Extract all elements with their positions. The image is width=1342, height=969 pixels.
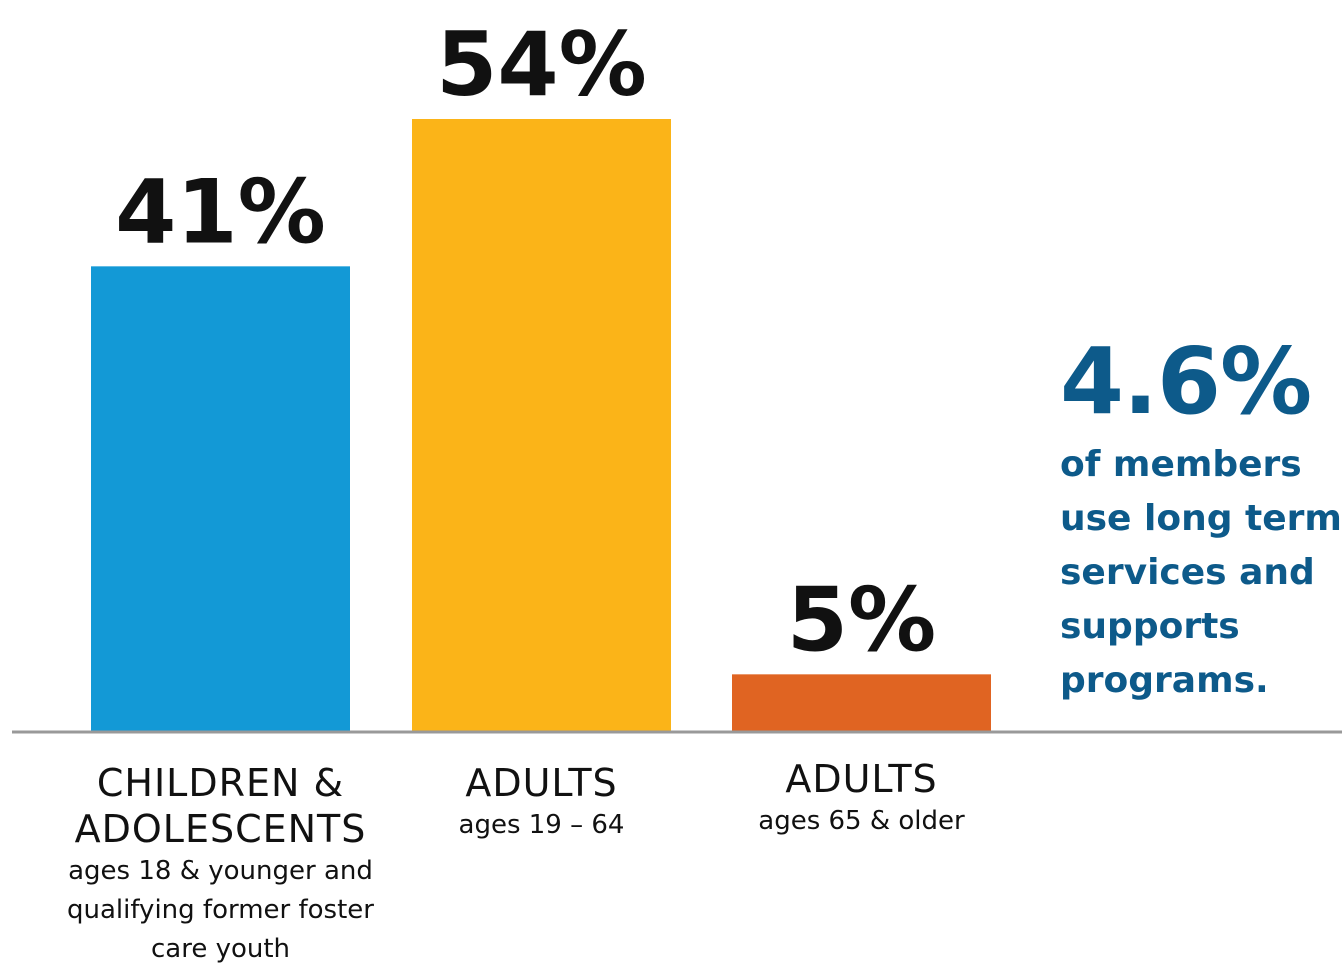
bars-layer bbox=[91, 119, 991, 731]
category-label-children-adolescents: CHILDREN & ADOLESCENTS bbox=[74, 761, 367, 851]
ltss-callout: 4.6% of members use long term services a… bbox=[1060, 330, 1342, 708]
category-label-adults-65-older: ADULTS bbox=[785, 757, 938, 801]
value-label-adults-65-older: 5% bbox=[787, 568, 936, 671]
value-labels-layer: 41% 54% 5% bbox=[115, 13, 936, 671]
value-label-children-adolescents: 41% bbox=[115, 160, 326, 263]
category-sublabel-adults-65-older: ages 65 & older bbox=[758, 806, 965, 836]
value-label-adults-19-64: 54% bbox=[436, 13, 647, 116]
callout-value: 4.6% bbox=[1060, 328, 1312, 435]
bar-children-adolescents bbox=[91, 266, 350, 731]
category-sublabel-adults-19-64: ages 19 – 64 bbox=[458, 810, 625, 840]
category-label-adults-19-64: ADULTS bbox=[465, 761, 618, 805]
bar-adults-19-64 bbox=[412, 119, 671, 731]
category-sublabel-children-adolescents: ages 18 & younger and qualifying former … bbox=[67, 856, 374, 964]
bar-adults-65-older bbox=[732, 674, 991, 731]
callout-text: of members use long term services and su… bbox=[1060, 444, 1342, 701]
